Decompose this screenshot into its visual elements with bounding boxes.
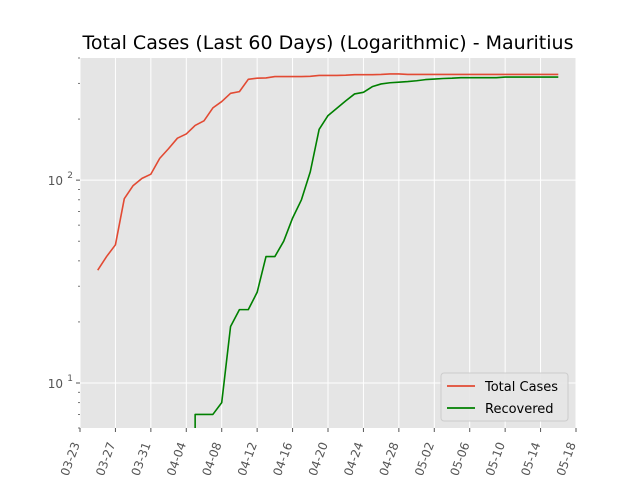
series-layer (97, 73, 559, 428)
y-axis-ticks: 10 1 10 2 (48, 57, 80, 429)
series-line-recovered (194, 76, 559, 428)
legend-label: Recovered (485, 402, 554, 417)
series-line-total-cases (97, 73, 559, 271)
y-tick-label: 10 (48, 377, 63, 391)
y-tick-exponent: 1 (67, 374, 73, 384)
y-tick-exponent: 2 (67, 171, 73, 181)
legend: Total Cases Recovered (440, 372, 569, 422)
legend-label: Total Cases (484, 380, 558, 395)
legend-box (440, 372, 569, 422)
y-tick-base: 10 (48, 377, 63, 391)
y-tick-label: 10 (48, 174, 63, 188)
y-tick-base: 10 (48, 174, 63, 188)
chart-title: Total Cases (Last 60 Days) (Logarithmic)… (82, 32, 574, 54)
